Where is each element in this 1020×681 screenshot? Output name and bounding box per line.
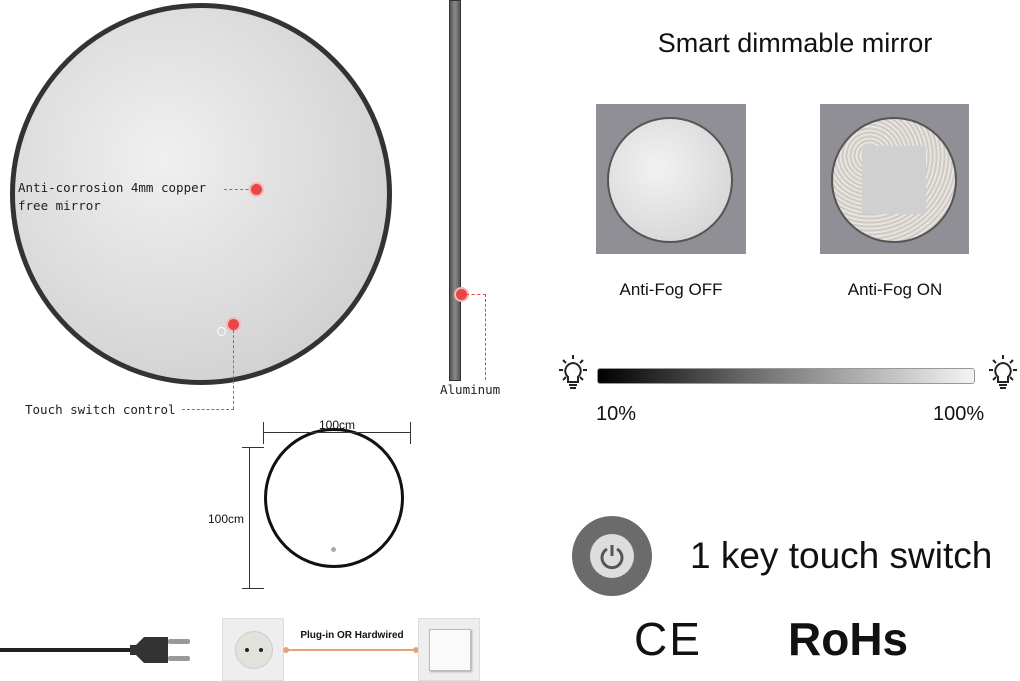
max-brightness-label: 100% [933, 403, 985, 425]
height-tick-top [242, 447, 264, 448]
touch-sensor-icon [217, 327, 226, 336]
switch-label: 1 key touch switch [690, 535, 993, 576]
dimension-mirror-outline [264, 428, 404, 568]
antifog-off-label: Anti-Fog OFF [619, 280, 723, 299]
height-label: 100cm [208, 512, 245, 526]
mirror-marker [251, 184, 262, 195]
antifog-off-image [596, 104, 746, 254]
frame-leader-v [485, 294, 486, 380]
touch-label: Touch switch control [25, 402, 176, 417]
mirror-side-profile [449, 0, 461, 381]
ce-mark: CE [634, 613, 702, 665]
mirror-front-view [10, 3, 392, 385]
width-tick-right [410, 422, 411, 444]
mirror-label-line1: Anti-corrosion 4mm copper [18, 180, 207, 195]
frame-marker [456, 289, 467, 300]
power-label: Plug-in OR Hardwired [300, 630, 404, 641]
touch-marker [228, 319, 239, 330]
rohs-mark: RoHs [788, 613, 909, 665]
mirror-leader-line [224, 189, 254, 190]
bulb-bright-icon [989, 355, 1017, 389]
height-tick-bottom [242, 588, 264, 589]
frame-leader-h [466, 294, 486, 295]
dimension-touch-dot [331, 547, 336, 552]
power-icon [572, 516, 652, 596]
bulb-dim-icon [559, 355, 587, 389]
min-brightness-label: 10% [596, 403, 637, 425]
touch-leader-v [233, 330, 234, 409]
connection-dot-right [413, 647, 419, 653]
width-dimension-line [263, 432, 411, 433]
frame-label: Aluminum [440, 382, 501, 397]
antifog-on-label: Anti-Fog ON [847, 280, 943, 299]
dimming-title: Smart dimmable mirror [657, 28, 933, 58]
wall-switch [418, 618, 480, 681]
touch-leader-h [182, 409, 234, 410]
mirror-label-line2: free mirror [18, 198, 101, 213]
plug-icon [130, 637, 190, 663]
height-dimension-line [249, 447, 250, 589]
brightness-gradient-bar [597, 368, 975, 384]
connection-line [285, 649, 415, 651]
connection-dot-left [283, 647, 289, 653]
mirror-label: Anti-corrosion 4mm copper free mirror [18, 179, 206, 215]
width-label: 100cm [318, 418, 356, 432]
power-cord [0, 648, 132, 652]
wall-socket [222, 618, 284, 681]
width-tick-left [263, 422, 264, 444]
antifog-on-image [820, 104, 969, 254]
